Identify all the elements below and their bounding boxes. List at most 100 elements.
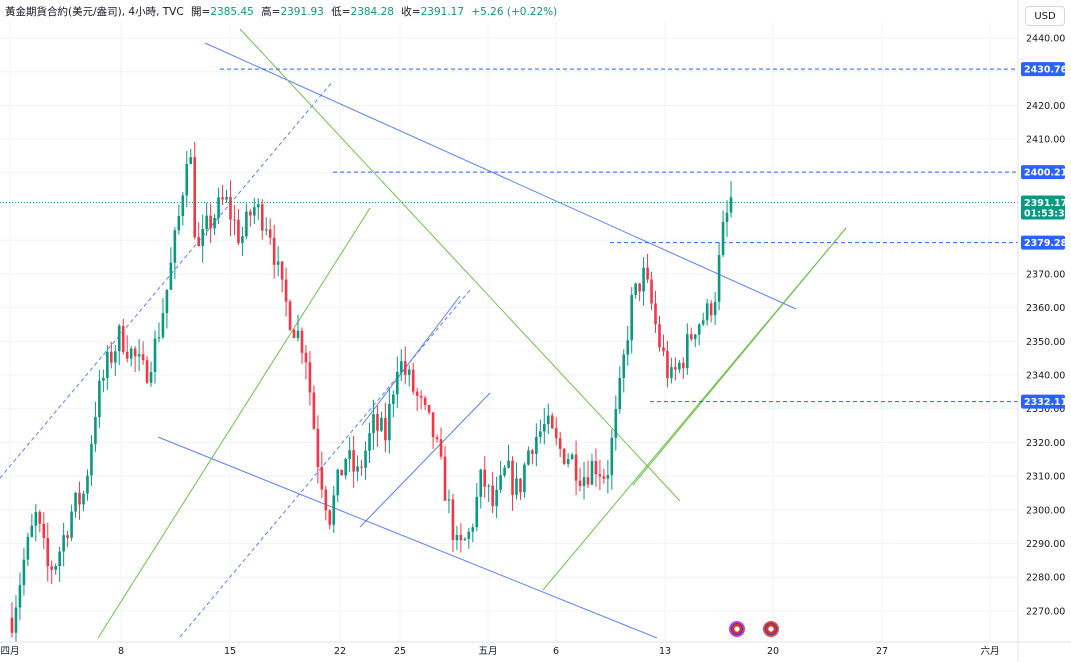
candle-body <box>66 535 69 538</box>
candle-body <box>46 538 50 567</box>
candle-body <box>54 566 57 570</box>
time-tick-label: 20 <box>767 646 779 657</box>
time-axis[interactable]: 四月 8 15 22 25 五月 6 13 20 27 六月 <box>0 641 1071 657</box>
candle-body <box>419 395 423 398</box>
candle-body <box>618 377 622 410</box>
candle-body <box>658 324 661 348</box>
low-value: 2384.28 <box>350 6 394 18</box>
candle-body <box>133 348 137 357</box>
candle-body <box>340 469 344 476</box>
channel-line-dashed[interactable] <box>0 80 334 479</box>
candle-body <box>686 334 689 369</box>
candle-body <box>356 466 359 472</box>
candle-body <box>431 412 435 438</box>
candle-body <box>253 207 256 216</box>
candle-body <box>245 211 248 237</box>
trendline-upper-blue[interactable] <box>204 42 797 310</box>
candle-body <box>451 499 455 541</box>
candle-body <box>582 477 586 487</box>
trendline-green[interactable] <box>239 28 681 502</box>
candle-body <box>674 367 677 370</box>
candle-body <box>284 279 288 302</box>
candle-body <box>181 195 185 216</box>
close-value: 2391.17 <box>420 6 465 18</box>
candle-body <box>348 450 351 459</box>
candle-body <box>535 436 538 454</box>
channel-line-blue[interactable] <box>361 295 461 426</box>
candle-body <box>527 450 530 465</box>
candle-body <box>459 535 463 541</box>
candle-body <box>407 369 411 375</box>
candle-body <box>662 347 665 352</box>
us-flag-event-icon[interactable] <box>763 621 779 637</box>
price-tick-label: 2330.00 <box>1026 404 1065 415</box>
candle-body <box>193 157 197 238</box>
open-label: 開= <box>191 6 211 18</box>
time-tick-label: 27 <box>876 646 888 657</box>
candle-body <box>578 480 582 487</box>
candle-body <box>106 351 109 378</box>
candle-body <box>689 334 693 340</box>
candle-body <box>523 464 526 493</box>
candle-body <box>320 467 324 490</box>
candle-body <box>701 320 705 325</box>
candle-body <box>725 212 729 222</box>
price-tick-label: 2440.00 <box>1026 34 1065 45</box>
price-tag <box>1021 165 1065 180</box>
channel-line-dashed[interactable] <box>179 289 471 638</box>
candle-body <box>558 438 562 449</box>
low-label: 低= <box>331 6 351 18</box>
candle-body <box>546 415 550 425</box>
time-tick-label: 22 <box>334 646 346 657</box>
candle-body <box>455 535 459 541</box>
price-tick-label: 2410.00 <box>1026 135 1065 146</box>
candle-body <box>697 324 701 335</box>
symbol-title[interactable]: 黃金期貨合約(美元/盎司), 4小時, TVC <box>5 6 184 18</box>
channel-line-blue[interactable] <box>359 392 491 528</box>
last-price-label: 2391.17 <box>1024 198 1067 209</box>
candle-body <box>467 531 471 539</box>
trendline-lower-blue[interactable] <box>157 436 658 639</box>
candle-body <box>149 371 153 383</box>
candle-body <box>197 237 201 246</box>
candle-body <box>650 279 653 304</box>
candle-body <box>642 267 645 292</box>
price-tick-label: 2290.00 <box>1026 539 1065 550</box>
candle-body <box>602 476 606 479</box>
price-tick-label: 2300.00 <box>1026 505 1065 516</box>
candlesticks <box>10 141 733 642</box>
trendline-green[interactable] <box>97 207 371 639</box>
trendline-green[interactable] <box>632 227 847 486</box>
time-tick-label: 6 <box>553 646 559 657</box>
candle-body <box>14 607 18 633</box>
candle-body <box>503 467 506 476</box>
candle-body <box>292 329 296 339</box>
currency-button[interactable]: USD <box>1025 6 1065 26</box>
candle-body <box>403 361 407 375</box>
candle-body <box>26 536 30 560</box>
candle-body <box>256 204 260 208</box>
candle-body <box>229 197 232 220</box>
candle-body <box>638 283 641 292</box>
price-tick-label: 2420.00 <box>1026 101 1065 112</box>
price-tick-label: 2370.00 <box>1026 269 1065 280</box>
candle-body <box>217 197 220 218</box>
candle-body <box>50 566 54 570</box>
price-axis[interactable]: 2440.002430.002420.002410.002400.002390.… <box>1017 0 1065 662</box>
candle-body <box>165 289 169 314</box>
trend-lines[interactable] <box>0 28 1018 639</box>
candle-body <box>622 354 626 378</box>
price-tags: 2430.76 2400.21 2379.28 2332.11 2391.1701:53… <box>1021 62 1071 409</box>
candle-body <box>316 428 320 468</box>
candle-body <box>550 415 554 429</box>
candle-body <box>598 474 602 477</box>
candle-body <box>121 325 125 353</box>
candle-body <box>443 456 447 501</box>
candle-body <box>376 413 379 431</box>
candle-body <box>666 351 669 379</box>
us-flag-event-icon[interactable] <box>729 621 745 637</box>
candle-body <box>157 337 161 339</box>
candle-body <box>113 351 117 363</box>
